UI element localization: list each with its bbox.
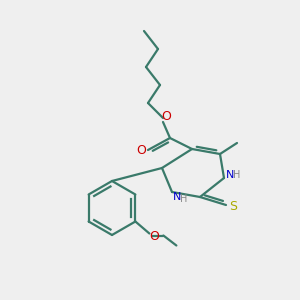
Text: H: H [233,170,241,180]
Text: N: N [226,170,234,180]
Text: O: O [136,145,146,158]
Text: O: O [161,110,171,124]
Text: N: N [173,192,181,202]
Text: H: H [180,194,188,204]
Text: S: S [229,200,237,214]
Text: O: O [149,230,159,243]
